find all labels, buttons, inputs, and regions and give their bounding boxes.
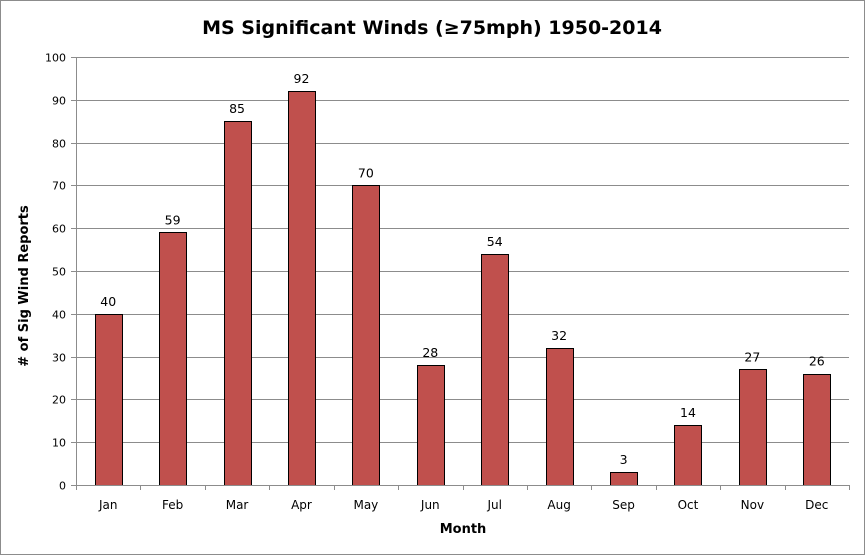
labels: 0 10 20 30 40 50 60 70 80 90 100 40 Jan 59 Feb 85 Mar 92 A… [45,52,828,513]
y-tick-label: 10 [52,437,66,450]
bar [417,365,445,486]
y-tick-label: 70 [52,180,66,193]
bar [224,121,252,486]
bar [288,91,316,486]
y-axis-title: # of Sig Wind Reports [17,205,32,367]
x-tick-label: May [353,498,378,512]
data-label: 54 [487,234,503,249]
x-tick-label: Jan [98,498,118,512]
x-tick-label: Oct [678,498,699,512]
bar [546,348,574,486]
data-label: 40 [100,294,116,309]
bar [95,314,123,486]
data-label: 3 [620,452,628,467]
bar [352,185,380,486]
y-tick-label: 20 [52,394,66,407]
x-tick-label: Feb [162,498,183,512]
chart-title: MS Significant Winds (≥75mph) 1950-2014 [202,17,662,39]
data-label: 59 [165,212,181,227]
data-label: 14 [680,405,696,420]
y-tick-label: 0 [59,480,66,493]
y-tick-label: 100 [45,52,66,65]
data-label: 32 [551,328,567,343]
data-label: 92 [294,71,310,86]
bars [95,91,831,486]
bar [159,232,187,486]
y-tick-label: 30 [52,352,66,365]
x-tick-label: Jun [420,498,440,512]
x-tick-label: Sep [612,498,635,512]
bar [610,472,638,486]
y-tick-label: 50 [52,266,66,279]
x-tick-label: Nov [741,498,764,512]
y-tick-label: 60 [52,223,66,236]
bar [739,369,767,486]
x-tick-label: Jul [486,498,501,512]
data-label: 27 [744,349,760,364]
axes [71,57,850,490]
x-tick-label: Aug [547,498,570,512]
data-label: 28 [422,345,438,360]
data-label: 70 [358,165,374,180]
bar [481,254,509,486]
gridlines [76,57,849,443]
data-label: 85 [229,101,245,116]
data-label: 26 [809,354,825,369]
x-tick-label: Apr [291,498,312,512]
bar [803,374,831,486]
x-tick-label: Dec [805,498,828,512]
y-tick-label: 40 [52,309,66,322]
y-tick-label: 90 [52,95,66,108]
x-axis-title: Month [440,522,487,537]
bar [674,425,702,486]
x-tick-label: Mar [226,498,249,512]
y-tick-label: 80 [52,138,66,151]
